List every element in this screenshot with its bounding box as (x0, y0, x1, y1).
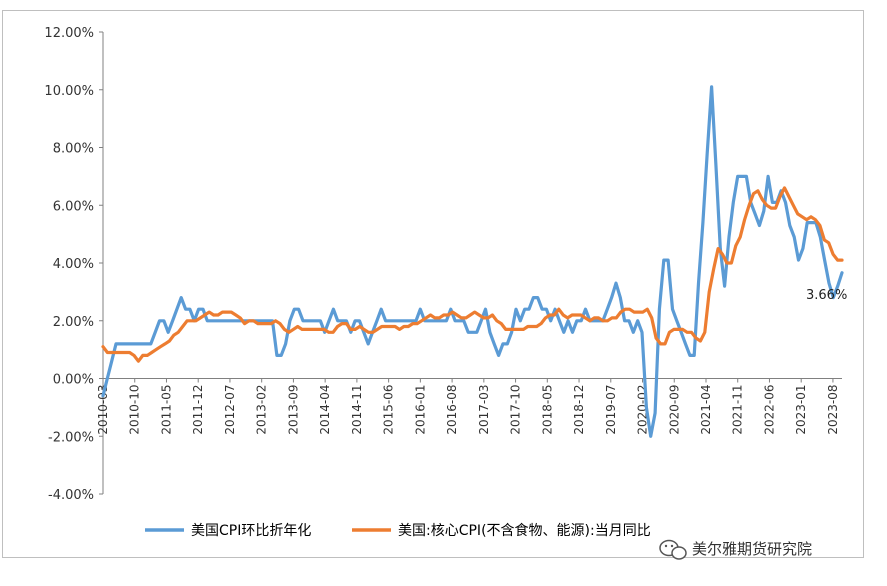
watermark: 美尔雅期货研究院 (659, 539, 812, 560)
x-tick-label: 2020-09 (667, 385, 681, 435)
y-tick-label: 2.00% (53, 315, 94, 330)
series-line-core-cpi (101, 186, 844, 363)
data-label-last-cpi: 3.66% (806, 288, 847, 303)
x-tick-label: 2013-09 (286, 385, 300, 435)
wechat-bubble-icon (659, 539, 687, 560)
x-tick-label: 2017-10 (509, 385, 523, 435)
x-tick-label: 2023-01 (794, 385, 808, 435)
x-tick-label: 2021-04 (699, 385, 713, 435)
series-lines (101, 85, 844, 438)
x-tick-label: 2022-06 (762, 385, 776, 435)
x-axis: 2010-03 2010-10 2011-05 2011-12 2012-07 2013-… (96, 378, 842, 435)
y-tick-label: -2.00% (48, 430, 94, 445)
watermark-text: 美尔雅期货研究院 (692, 540, 812, 558)
y-tick-label: 10.00% (44, 84, 94, 99)
y-tick-label: -4.00% (48, 488, 94, 503)
y-tick-label: 8.00% (53, 142, 94, 157)
x-tick-label: 2010-10 (128, 385, 142, 435)
legend-label-cpi-mom: 美国CPI环比折年化 (191, 523, 311, 539)
x-tick-label: 2016-01 (413, 385, 427, 435)
x-tick-label: 2011-12 (191, 385, 205, 435)
x-tick-label: 2019-07 (604, 385, 618, 435)
x-tick-label: 2016-08 (445, 385, 459, 435)
x-tick-label: 2013-02 (255, 385, 269, 435)
x-tick-label: 2011-05 (159, 385, 173, 435)
legend-label-core-cpi: 美国:核心CPI(不含食物、能源):当月同比 (398, 522, 651, 539)
x-tick-label: 2012-07 (223, 385, 237, 435)
x-tick-label: 2018-12 (572, 385, 586, 435)
x-tick-label: 2018-05 (540, 385, 554, 435)
x-tick-label: 2010-03 (96, 385, 110, 435)
x-tick-label: 2017-03 (477, 385, 491, 435)
legend: 美国CPI环比折年化 美国:核心CPI(不含食物、能源):当月同比 (145, 522, 651, 539)
chart-frame (2, 10, 864, 558)
y-tick-label: 12.00% (44, 26, 94, 41)
y-tick-label: 6.00% (53, 199, 94, 214)
annotations: 3.66% (806, 288, 847, 303)
y-axis: 12.00% 10.00% 8.00% 6.00% 4.00% 2.00% 0.00% -2.… (44, 26, 104, 503)
x-tick-label: 2014-04 (318, 385, 332, 435)
x-tick-label: 2014-11 (350, 385, 364, 435)
series-line-cpi-mom (101, 85, 844, 438)
x-tick-label: 2023-08 (826, 385, 840, 435)
y-tick-label: 0.00% (53, 373, 94, 388)
x-tick-label: 2015-06 (382, 385, 396, 435)
y-tick-label: 4.00% (53, 257, 94, 272)
x-tick-label: 2021-11 (731, 385, 745, 435)
